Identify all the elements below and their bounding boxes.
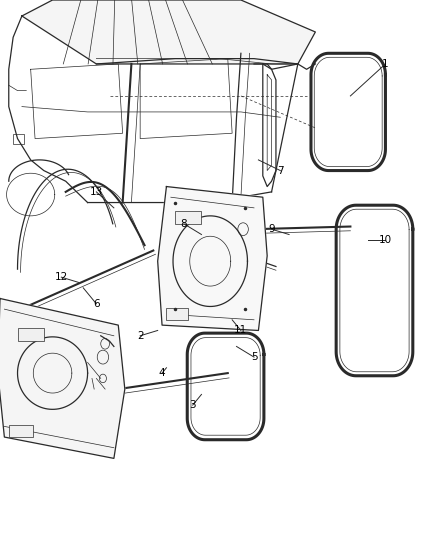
Text: 5: 5 [251, 352, 258, 362]
Text: 13: 13 [90, 187, 103, 197]
Text: 12: 12 [55, 272, 68, 282]
Text: 11: 11 [234, 326, 247, 335]
Text: 3: 3 [189, 400, 196, 410]
Polygon shape [22, 0, 315, 64]
Text: 6: 6 [93, 299, 100, 309]
Bar [18, 328, 44, 341]
Bar [9, 425, 33, 437]
Polygon shape [158, 187, 267, 330]
Text: 2: 2 [137, 331, 144, 341]
Text: 9: 9 [268, 224, 275, 234]
Text: 7: 7 [277, 166, 284, 175]
Text: 1: 1 [382, 59, 389, 69]
Text: 4: 4 [159, 368, 166, 378]
Text: 10: 10 [379, 235, 392, 245]
Bar [13, 134, 24, 144]
Bar [175, 211, 201, 224]
Text: 8: 8 [180, 219, 187, 229]
Polygon shape [0, 298, 125, 458]
Bar [166, 308, 188, 320]
